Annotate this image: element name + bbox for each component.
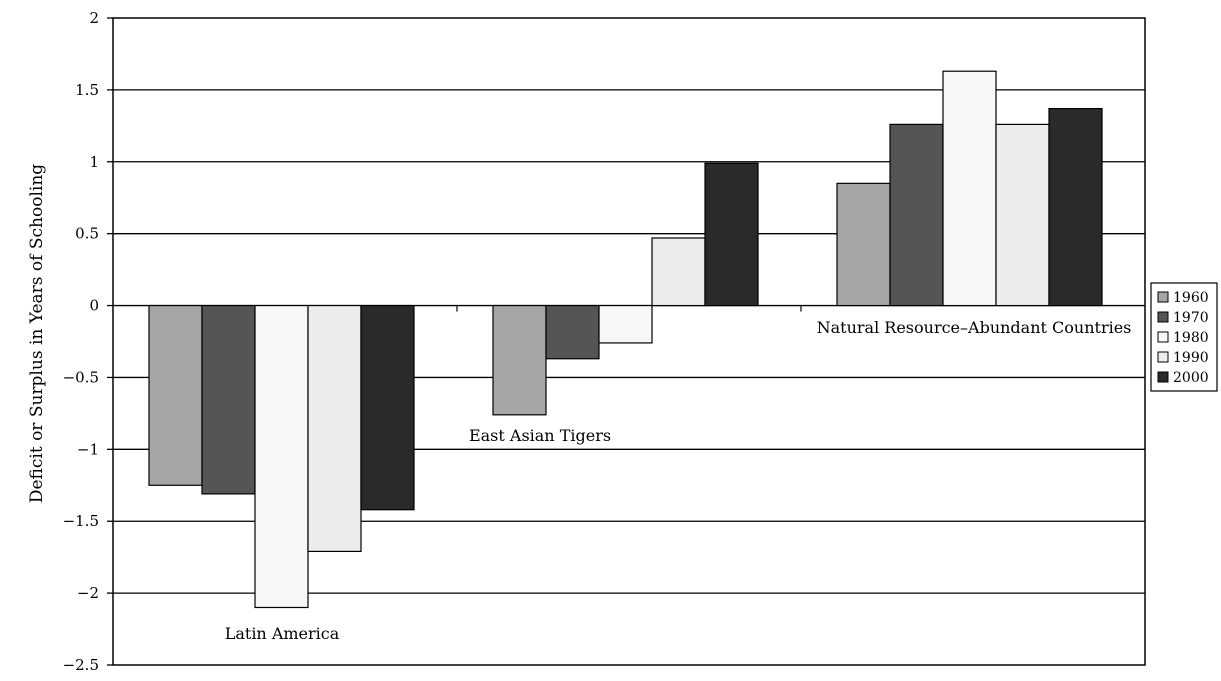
bar-2000-0 <box>360 304 415 511</box>
legend-label: 1970 <box>1173 310 1209 326</box>
y-axis-ticks: 2 1.5 1 0.5 0 −0.5 −1 −1.5 −2 −2.5 <box>63 9 113 674</box>
y-tick-label: 0.5 <box>75 225 99 243</box>
bar-2000-2 <box>1048 107 1103 307</box>
bars <box>148 70 1103 609</box>
bar-1970-0 <box>201 304 256 495</box>
bar-1980-1 <box>598 304 653 344</box>
y-axis-title: Deficit or Surplus in Years of Schooling <box>27 164 47 503</box>
y-tick-label: −0.5 <box>63 368 99 386</box>
legend-swatch <box>1157 311 1169 323</box>
category-label: Latin America <box>225 624 340 643</box>
category-label: Natural Resource–Abundant Countries <box>817 318 1132 337</box>
plot-frame <box>112 17 1146 666</box>
y-tick-label: 1.5 <box>75 81 99 99</box>
x-axis-ticks <box>456 305 802 312</box>
bar-1980-0 <box>254 304 309 609</box>
bar-1990-0 <box>307 304 362 553</box>
bar-1960-1 <box>492 304 547 416</box>
legend-label: 1980 <box>1173 330 1209 346</box>
y-tick-label: −2.5 <box>63 656 99 674</box>
legend: 1960 1970 1980 1990 2000 <box>1150 282 1218 392</box>
legend-swatch <box>1157 371 1169 383</box>
legend-label: 2000 <box>1173 370 1209 386</box>
legend-label: 1990 <box>1173 350 1209 366</box>
legend-swatch <box>1157 331 1169 343</box>
bar-1970-1 <box>545 304 600 360</box>
bar-1960-2 <box>836 182 891 307</box>
bar-1990-2 <box>995 123 1050 307</box>
y-tick-label: −2 <box>77 584 99 602</box>
y-tick-label: 2 <box>89 9 99 27</box>
y-tick-label: −1 <box>77 440 99 458</box>
y-tick-label: −1.5 <box>63 512 99 530</box>
y-tick-label: 0 <box>89 297 99 315</box>
category-label: East Asian Tigers <box>469 426 611 445</box>
bar-1960-0 <box>148 304 203 486</box>
bar-2000-1 <box>704 162 759 307</box>
y-tick-label: 1 <box>89 153 99 171</box>
bar-1970-2 <box>889 123 944 307</box>
legend-swatch <box>1157 351 1169 363</box>
bar-1980-2 <box>942 70 997 307</box>
group-labels: Latin America East Asian Tigers Natural Re… <box>225 318 1132 643</box>
bar-1990-1 <box>651 237 706 307</box>
legend-label: 1960 <box>1173 290 1209 306</box>
legend-swatch <box>1157 291 1169 303</box>
